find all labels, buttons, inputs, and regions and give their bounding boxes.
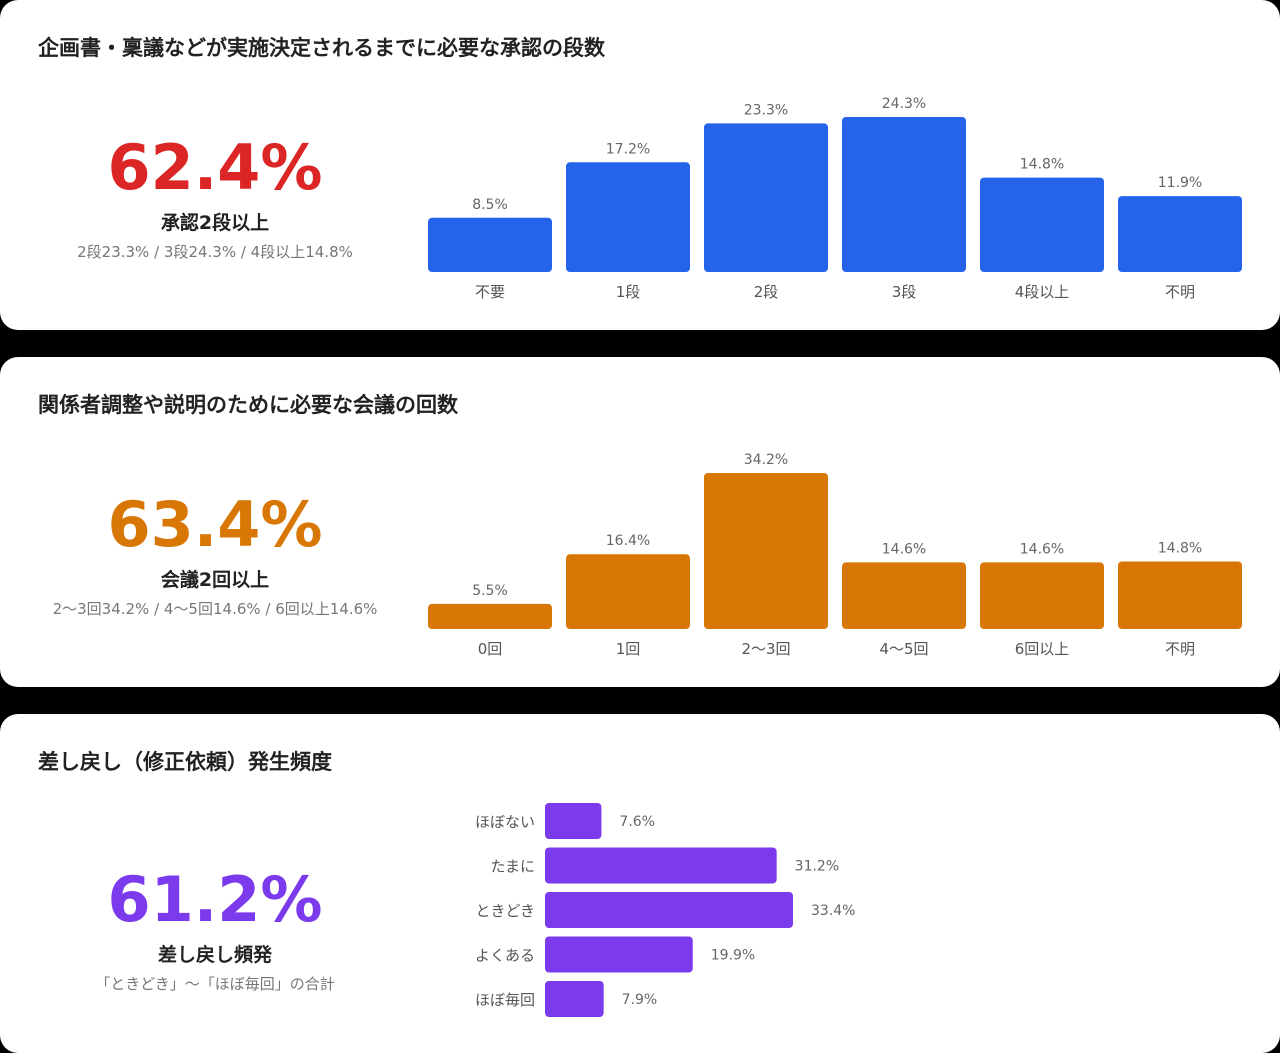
bar-2 (704, 123, 828, 272)
value-label-1: 31.2% (795, 859, 839, 875)
highlight-detail: 2段23.3% / 3段24.3% / 4段以上14.8% (77, 243, 353, 261)
highlight-detail: 2〜3回34.2% / 4〜5回14.6% / 6回以上14.6% (52, 600, 378, 618)
category-label-5: 不明 (1165, 283, 1195, 301)
value-label-3: 24.3% (882, 96, 926, 112)
bar-3 (842, 117, 966, 272)
summary-panel: 63.4% 会議2回以上 2〜3回34.2% / 4〜5回14.6% / 6回以… (0, 487, 430, 619)
bar-1 (566, 162, 690, 272)
category-label-2: ときどき (475, 902, 535, 920)
highlight-label: 会議2回以上 (160, 569, 270, 591)
rework-frequency-card: 差し戻し（修正依頼）発生頻度 61.2% 差し戻し頻発 「ときどき」〜「ほぼ毎回… (0, 714, 1280, 1053)
bar-2 (704, 473, 828, 629)
card-title: 関係者調整や説明のために必要な会議の回数 (38, 393, 458, 417)
value-label-2: 33.4% (811, 903, 855, 919)
bar-4 (980, 177, 1104, 272)
category-label-3: よくある (475, 947, 535, 965)
category-label-3: 3段 (892, 283, 917, 301)
bar-1 (566, 554, 690, 629)
meeting-count-bar-chart: 5.5% 0回 16.4% 1回 34.2% 2〜3回 14.6% 4〜5回 14.6% 6回以上… (428, 452, 1242, 658)
card-title: 企画書・稟議などが実施決定されるまでに必要な承認の段数 (38, 36, 605, 60)
highlight-percentage: 61.2% (107, 863, 323, 936)
value-label-2: 23.3% (744, 102, 788, 118)
bar-0 (545, 803, 602, 839)
bar-5 (1118, 561, 1242, 629)
value-label-1: 17.2% (606, 141, 650, 157)
highlight-label: 差し戻し頻発 (157, 944, 272, 966)
category-label-1: 1段 (616, 283, 641, 301)
approval-steps-bar-chart: 8.5% 不要 17.2% 1段 23.3% 2段 24.3% 3段 14.8% 4段以上 11.9… (428, 96, 1242, 301)
card-title: 差し戻し（修正依頼）発生頻度 (38, 750, 332, 774)
bar-4 (980, 562, 1104, 629)
category-label-1: 1回 (616, 640, 641, 658)
value-label-0: 5.5% (472, 583, 508, 599)
bar-1 (545, 847, 777, 884)
bar-0 (428, 603, 552, 629)
bar-5 (1118, 196, 1242, 272)
category-label-5: 不明 (1165, 640, 1195, 658)
category-label-2: 2〜3回 (741, 640, 790, 658)
bar-3 (545, 936, 693, 973)
value-label-4: 14.8% (1020, 157, 1064, 173)
summary-panel: 61.2% 差し戻し頻発 「ときどき」〜「ほぼ毎回」の合計 (0, 862, 430, 994)
value-label-1: 16.4% (606, 533, 650, 549)
highlight-detail: 「ときどき」〜「ほぼ毎回」の合計 (95, 975, 335, 993)
category-label-2: 2段 (754, 283, 779, 301)
highlight-label: 承認2段以上 (160, 212, 270, 234)
category-label-1: たまに (490, 858, 535, 876)
category-label-0: ほぼない (475, 813, 535, 831)
highlight-percentage: 63.4% (107, 488, 323, 561)
value-label-0: 8.5% (472, 197, 508, 213)
category-label-0: 0回 (478, 640, 503, 658)
value-label-5: 11.9% (1158, 175, 1202, 191)
meeting-count-card: 関係者調整や説明のために必要な会議の回数 63.4% 会議2回以上 2〜3回34… (0, 357, 1280, 687)
value-label-4: 7.9% (622, 992, 658, 1008)
value-label-3: 14.6% (882, 541, 926, 557)
highlight-percentage: 62.4% (107, 131, 323, 204)
approval-steps-card: 企画書・稟議などが実施決定されるまでに必要な承認の段数 62.4% 承認2段以上… (0, 0, 1280, 330)
bar-3 (842, 562, 966, 629)
bar-0 (428, 217, 552, 272)
category-label-3: 4〜5回 (879, 640, 928, 658)
value-label-2: 34.2% (744, 452, 788, 468)
value-label-0: 7.6% (619, 814, 655, 830)
category-label-4: 6回以上 (1015, 640, 1070, 658)
category-label-0: 不要 (475, 283, 505, 301)
rework-frequency-bar-chart: ほぼない 7.6% たまに 31.2% ときどき 33.4% よくある 19.9% ほぼ毎回 7.… (475, 803, 855, 1017)
value-label-5: 14.8% (1158, 540, 1202, 556)
category-label-4: ほぼ毎回 (475, 991, 535, 1009)
value-label-3: 19.9% (711, 948, 755, 964)
summary-panel: 62.4% 承認2段以上 2段23.3% / 3段24.3% / 4段以上14.… (0, 130, 430, 262)
category-label-4: 4段以上 (1015, 283, 1070, 301)
bar-4 (545, 981, 604, 1017)
value-label-4: 14.6% (1020, 541, 1064, 557)
bar-2 (545, 892, 793, 928)
